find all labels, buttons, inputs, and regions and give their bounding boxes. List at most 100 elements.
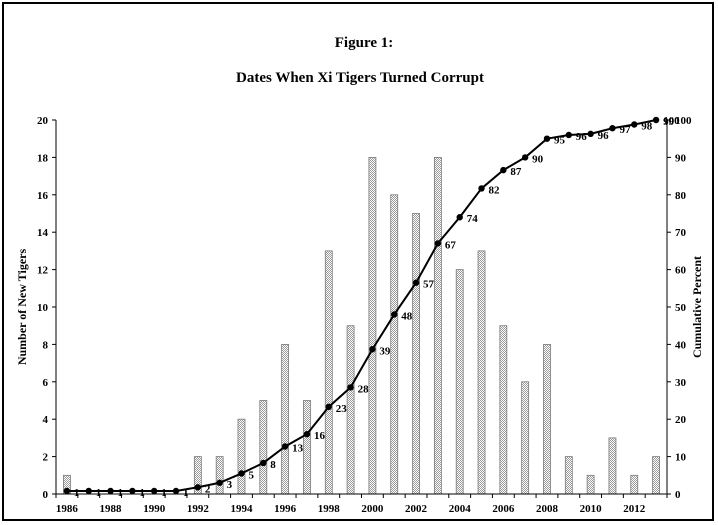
cumulative-point-1991 (172, 487, 180, 495)
y2-tick-label: 60 (675, 265, 687, 277)
bar-2009 (564, 456, 573, 495)
x-tick-label-1996: 1996 (274, 503, 297, 515)
x-tick-label-2008: 2008 (536, 503, 559, 515)
cumulative-label-2007: 90 (532, 153, 544, 165)
cumulative-point-1996 (281, 443, 289, 450)
cumulative-point-1986 (63, 487, 71, 495)
cumulative-label-1992: 2 (205, 483, 211, 495)
y-tick-label: 12 (37, 265, 49, 277)
cumulative-point-2011 (609, 125, 616, 132)
cumulative-label-1991: 1 (183, 487, 189, 499)
cumulative-point-1999 (347, 384, 354, 391)
x-tick-label-2010: 2010 (580, 503, 603, 515)
cumulative-label-1993: 3 (227, 479, 233, 491)
cumulative-label-1986: 1 (74, 487, 80, 499)
bar-2000 (368, 156, 377, 495)
bar-2008 (543, 343, 551, 495)
bar-1996 (281, 343, 290, 495)
y-tick-label: 8 (43, 339, 49, 351)
cumulative-point-1997 (303, 430, 311, 438)
y2-tick-label: 20 (675, 414, 687, 426)
cumulative-label-2010: 96 (598, 130, 610, 142)
y2-axis-title: Cumulative Percent (690, 256, 704, 358)
y2-tick-label: 30 (675, 377, 687, 389)
bar-2004 (455, 269, 464, 495)
bar-2005 (477, 250, 486, 495)
cumulative-point-2009 (565, 131, 573, 139)
y2-tick-label: 80 (675, 190, 687, 202)
cumulative-point-2006 (500, 166, 507, 174)
cumulative-label-2003: 67 (445, 239, 457, 251)
x-tick-label-1994: 1994 (230, 503, 253, 515)
x-tick-label-1998: 1998 (318, 503, 341, 515)
cumulative-label-2002: 57 (423, 279, 435, 291)
cumulative-label-2004: 74 (467, 213, 479, 225)
bar-2001 (390, 194, 399, 495)
cumulative-label-2000: 39 (379, 345, 391, 357)
bar-1994 (237, 418, 246, 495)
y-axis-title: Number of New Tigers (15, 249, 29, 366)
x-tick-label-2002: 2002 (405, 503, 428, 515)
cumulative-label-1995: 8 (270, 459, 276, 471)
bar-2003 (433, 156, 442, 495)
cumulative-label-1990: 1 (161, 487, 167, 499)
x-tick-label-2012: 2012 (623, 503, 646, 515)
cumulative-point-1988 (107, 487, 114, 495)
x-tick-label-1988: 1988 (100, 503, 123, 515)
cumulative-point-2005 (478, 185, 485, 192)
cumulative-label-1988: 1 (118, 487, 124, 499)
cumulative-point-2003 (434, 240, 442, 247)
cumulative-label-2012: 98 (641, 120, 653, 132)
cumulative-line (66, 119, 657, 493)
y-tick-label: 2 (43, 452, 49, 464)
cumulative-point-2008 (543, 135, 551, 142)
x-tick-label-1990: 1990 (143, 503, 166, 515)
y2-tick-label: 40 (675, 339, 687, 351)
cumulative-label-1999: 28 (358, 383, 370, 395)
y-tick-label: 10 (37, 302, 49, 314)
cumulative-label-1998: 23 (336, 403, 348, 415)
bar-2007 (521, 381, 530, 495)
x-tick-label-1992: 1992 (187, 503, 210, 515)
bar-2012 (630, 474, 639, 495)
x-tick-label-2000: 2000 (361, 503, 384, 515)
bar-1999 (346, 325, 355, 495)
cumulative-label-1996: 13 (292, 443, 304, 455)
cumulative-point-1989 (129, 487, 136, 495)
x-tick-label-2004: 2004 (449, 503, 472, 515)
bar-2006 (499, 325, 508, 495)
y-tick-label: 16 (37, 190, 49, 202)
cumulative-point-2000 (369, 346, 376, 353)
cumulative-label-2013: 99 (663, 116, 675, 128)
y2-tick-label: 90 (675, 152, 687, 164)
bar-2002 (412, 213, 420, 495)
cumulative-point-2007 (521, 154, 529, 161)
cumulative-point-2012 (631, 121, 638, 128)
y-tick-label: 0 (43, 489, 49, 501)
cumulative-point-1992 (194, 484, 202, 491)
cumulative-point-1987 (85, 487, 92, 495)
cumulative-point-2004 (456, 214, 463, 221)
bar-2013 (652, 456, 660, 495)
cumulative-point-1995 (260, 459, 267, 467)
y-tick-label: 4 (43, 414, 49, 426)
cumulative-label-1989: 1 (139, 487, 145, 499)
bar-1993 (215, 456, 224, 495)
bar-2011 (608, 437, 617, 495)
cumulative-label-1997: 16 (314, 430, 326, 442)
cumulative-label-2006: 87 (510, 166, 522, 178)
figure-label: Figure 1: (335, 35, 393, 51)
x-tick-label-2006: 2006 (492, 503, 515, 515)
bar-1997 (303, 400, 311, 495)
y-tick-label: 6 (43, 377, 49, 389)
bars-layer (63, 156, 660, 495)
cumulative-point-1993 (216, 479, 223, 486)
bar-2010 (586, 474, 595, 495)
y2-tick-label: 50 (675, 302, 687, 314)
cumulative-point-1998 (325, 403, 332, 411)
y2-tick-label: 100 (675, 115, 692, 127)
x-tick-label-1986: 1986 (56, 503, 79, 515)
